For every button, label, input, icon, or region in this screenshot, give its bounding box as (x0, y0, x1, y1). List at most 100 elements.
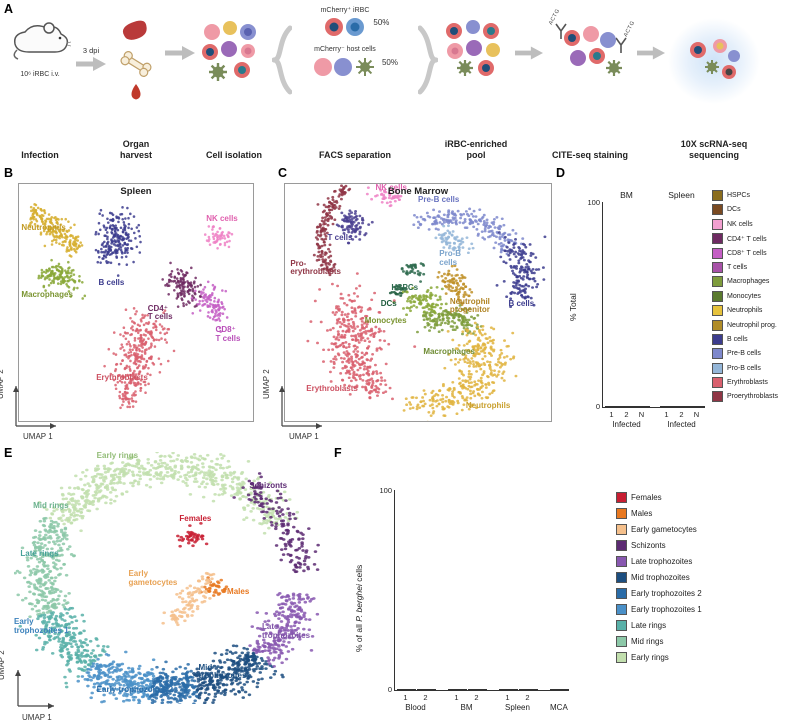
legend-swatch (712, 233, 723, 245)
legend-label: Mid rings (631, 637, 664, 646)
legend-label: Early rings (631, 653, 669, 662)
legend-item-mid-rings: Mid rings (616, 636, 702, 647)
legend-swatch (712, 391, 723, 403)
spleen-umap-scatter (27, 203, 234, 410)
step-caption-infection: Infection (21, 149, 59, 160)
legend-swatch (616, 588, 627, 599)
cluster-label-pro-b-cells: Pro-B cells (439, 249, 462, 267)
y-tick-min: 0 (595, 402, 600, 411)
column-label: 1 (454, 693, 459, 702)
workflow-arrow-4 (636, 4, 666, 162)
column-label: 1 (505, 693, 510, 702)
pct-top: 50% (373, 18, 390, 27)
legend-swatch (712, 247, 723, 259)
split-brace-icon (272, 4, 292, 162)
cluster-label-macrophages: Macrophages (423, 346, 475, 356)
legend-label: Females (631, 493, 662, 502)
y-axis-label: % of all P. berghei cells (354, 564, 364, 652)
cluster-label-mid-rings: Mid rings (33, 501, 69, 511)
cluster-label-nk-cells: NK cells (375, 183, 408, 192)
legend-item-late-trophozoites: Late trophozoites (616, 556, 702, 567)
legend-item-cd8-t-cells: CD8⁺ T cells (712, 247, 778, 259)
legend-item-pro-b-cells: Pro-B cells (712, 362, 778, 374)
cluster-label-early-trophozoites-2: Early trophozoites 2 (96, 685, 174, 695)
panel-label-e: E (4, 446, 13, 460)
workflow-arrow-3 (514, 4, 544, 162)
cluster-label-neutrophils: Neutrophils (465, 401, 511, 411)
legend-label: HSPCs (727, 192, 750, 199)
legend-swatch (616, 604, 627, 615)
legend-item-females: Females (616, 492, 702, 503)
legend-swatch (616, 620, 627, 631)
spleen-umap-title: Spleen (120, 186, 152, 197)
column-label: 2 (423, 693, 428, 702)
legend-swatch (712, 348, 723, 360)
step-cite-seq: ACTG ACTG CITE-seq staining (544, 4, 636, 162)
legend-label: CD4⁺ T cells (727, 235, 767, 243)
column-label: N (638, 410, 645, 419)
legend-item-proerythroblasts: Proerythroblasts (712, 391, 778, 403)
mouse-icon (9, 18, 72, 69)
panel-label-f: F (334, 446, 342, 460)
arrow-label-dpi: 3 dpi (82, 46, 100, 55)
step-caption-isolation: Cell isolation (205, 149, 262, 160)
legend-item-t-cells: T cells (712, 261, 778, 273)
legend-label: Proerythroblasts (727, 393, 778, 401)
legend-item-early-gametocytes: Early gametocytes (616, 524, 702, 535)
parasite-umap-scatter (14, 452, 320, 704)
mcherry-pos-label: mCherry⁺ iRBC (320, 7, 370, 14)
legend-label: Schizonts (631, 541, 666, 550)
step-facs-separation: mCherry⁺ iRBC 50% mCherry⁻ host cells 50… (292, 4, 418, 162)
group-label-blood: Blood (405, 703, 426, 712)
umap-axes-icon (15, 670, 54, 709)
group-title-spleen: Spleen (668, 190, 695, 200)
legend-swatch (712, 319, 723, 331)
legend-item-pre-b-cells: Pre-B cells (712, 348, 778, 360)
workflow-arrow-2 (164, 4, 196, 162)
irbc-cells-icon (324, 18, 364, 36)
legend-swatch (616, 492, 627, 503)
y-tick-max: 100 (587, 198, 600, 207)
panel-f-parasite-composition: % of all P. berghei cells 100 0 1 2 1 2 1 2 Bloo… (346, 480, 785, 724)
panel-label-b: B (4, 166, 14, 180)
legend-item-early-rings: Early rings (616, 652, 702, 663)
umap1-axis-label: UMAP 1 (289, 432, 319, 441)
legend-swatch (616, 652, 627, 663)
cluster-label-t-cells: T cells (327, 232, 353, 242)
step-irbc-pool: iRBC-enriched pool (438, 4, 514, 162)
cluster-label-nk-cells: NK cells (206, 213, 238, 223)
legend-label: Early gametocytes (631, 525, 697, 534)
workflow-arrow-1: 3 dpi (74, 4, 108, 162)
legend-label: T cells (727, 263, 748, 271)
legend-swatch (616, 540, 627, 551)
panel-label-d: D (556, 166, 566, 180)
infection-dose-note: 10⁶ iRBC i.v. (20, 71, 60, 78)
bm-umap-scatter (306, 184, 547, 421)
legend-swatch (712, 190, 723, 201)
legend-label: DCs (727, 206, 741, 214)
cluster-label-males: Males (227, 587, 250, 597)
legend-label: Late rings (631, 621, 667, 630)
column-label: 1 (403, 693, 408, 702)
legend-item-schizonts: Schizonts (616, 540, 702, 551)
group-title-bm: BM (620, 190, 633, 200)
legend-swatch (712, 305, 723, 317)
panel-b-spleen-umap: Neutrophils Macrophages B cells NK cells CD4… (0, 183, 254, 441)
panel-e-parasite-umap: Early rings Mid rings Late rings Early trop… (0, 451, 332, 722)
legend-label: Pro-B cells (727, 364, 761, 372)
arrow-icon (165, 46, 195, 60)
parasite-legend: Females Males Early gametocytes Schizonts La… (616, 492, 702, 668)
cluster-label-monocytes: Monocytes (364, 315, 407, 325)
facs-top-fraction: mCherry⁺ iRBC 50% (320, 6, 390, 39)
cluster-label-neutrophil-progenitor: Neutrophil progenitor (449, 296, 490, 315)
group-label-infected: Infected (612, 420, 641, 429)
arrow-icon (76, 57, 106, 71)
legend-item-males: Males (616, 508, 702, 519)
pct-bottom: 50% (381, 58, 398, 67)
umap1-axis-label: UMAP 1 (23, 432, 53, 441)
cluster-label-females: Females (179, 514, 212, 523)
panel-a-workflow: 10⁶ iRBC i.v. Infection 3 dpi Organ harv… (6, 4, 785, 162)
legend-swatch (712, 362, 723, 374)
legend-swatch (712, 333, 723, 345)
step-caption-organ: Organ harvest (119, 139, 153, 160)
